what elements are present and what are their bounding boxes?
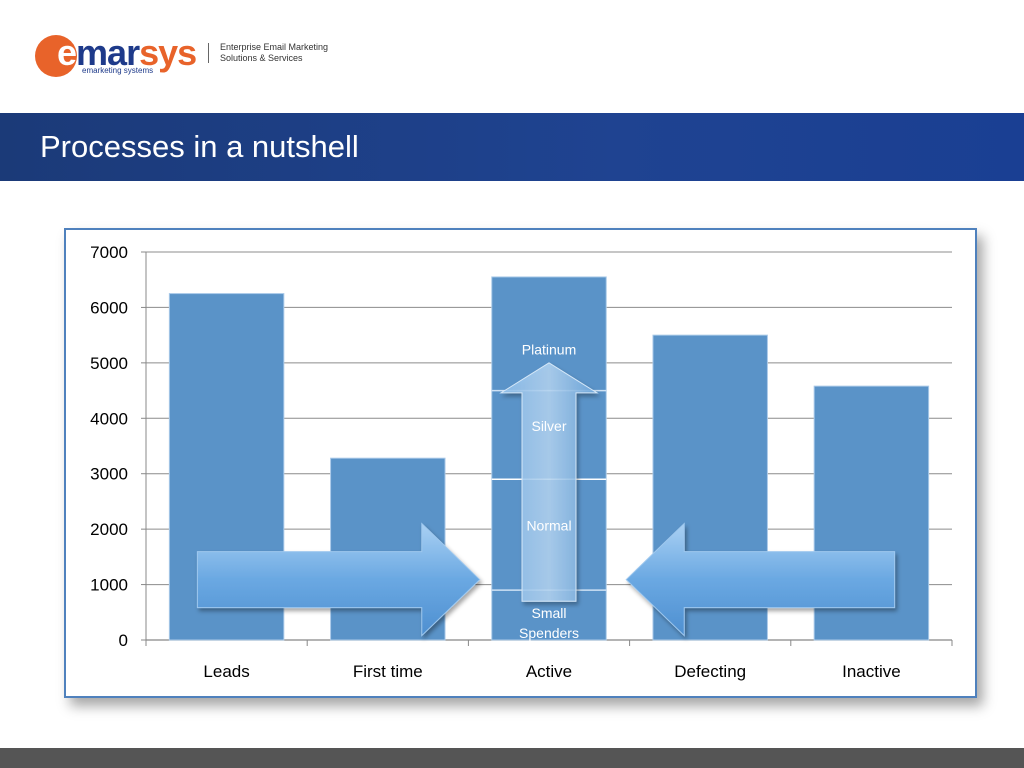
logo-subtitle: emarketing systems [82, 66, 154, 75]
tagline-line-2: Solutions & Services [220, 53, 303, 63]
ytick-label-2000: 2000 [90, 520, 128, 539]
xtick-label-defecting: Defecting [674, 662, 746, 681]
xtick-label-first-time: First time [353, 662, 423, 681]
segment-label-platinum: Platinum [522, 342, 576, 358]
tagline-line-1: Enterprise Email Marketing [220, 42, 329, 52]
ytick-label-4000: 4000 [90, 409, 128, 428]
footer-bar [0, 748, 1024, 768]
logo-tagline: Enterprise Email Marketing Solutions & S… [220, 42, 360, 64]
arrow-up [499, 362, 599, 602]
segment-label-small-spenders-line-1: Small [531, 605, 566, 621]
xtick-label-inactive: Inactive [842, 662, 901, 681]
flow-arrows [196, 362, 896, 637]
x-axis: Leads First time Active Defecting Inactive [145, 640, 953, 681]
logo-wordmark: emarsys [57, 32, 197, 73]
emarsys-logo: emarsys emarketing systems Enterprise Em… [35, 32, 355, 83]
logo-separator [208, 43, 209, 63]
segment-label-silver: Silver [531, 418, 566, 434]
segment-label-platinum-line-1: Platinum [522, 342, 576, 358]
xtick-label-active: Active [526, 662, 572, 681]
arrow-left [625, 522, 896, 637]
segment-label-silver-line-1: Silver [531, 418, 566, 434]
ytick-label-1000: 1000 [90, 576, 128, 595]
ytick-label-5000: 5000 [90, 354, 128, 373]
segment-label-normal-line-1: Normal [526, 518, 571, 534]
arrow-right [196, 522, 481, 637]
bar-chart: 0 1000 2000 3000 4000 5000 6000 7000 Small Spend… [90, 243, 953, 681]
chart-frame: 0 1000 2000 3000 4000 5000 6000 7000 Small Spend… [64, 228, 977, 698]
ytick-label-0: 0 [119, 631, 128, 650]
y-axis: 0 1000 2000 3000 4000 5000 6000 7000 [90, 243, 147, 650]
segment-label-normal: Normal [526, 518, 571, 534]
slide-title: Processes in a nutshell [40, 129, 359, 164]
ytick-label-7000: 7000 [90, 243, 128, 262]
logo-circle [35, 35, 77, 77]
segment-label-small-spenders-line-2: Spenders [519, 625, 579, 641]
title-band: Processes in a nutshell [0, 113, 1024, 181]
ytick-label-3000: 3000 [90, 465, 128, 484]
segment-label-small-spenders: Small Spenders [519, 605, 579, 641]
active-segment-labels: Small Spenders Normal Silver Platinum [519, 342, 579, 641]
xtick-label-leads: Leads [203, 662, 249, 681]
ytick-label-6000: 6000 [90, 298, 128, 317]
